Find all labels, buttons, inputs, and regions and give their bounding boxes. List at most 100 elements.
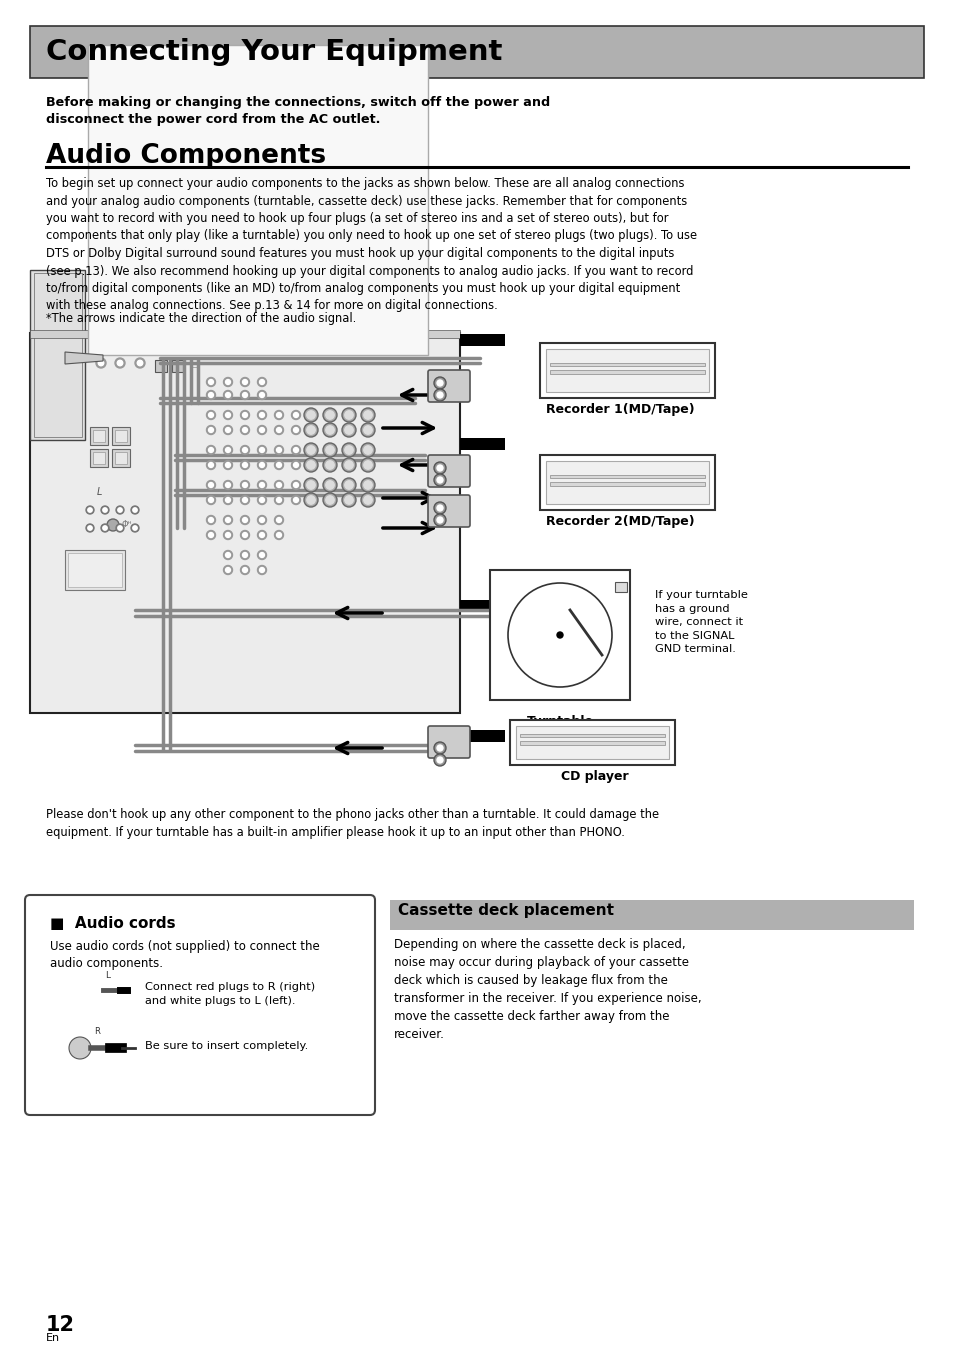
Circle shape [137,360,143,365]
Circle shape [326,411,334,419]
Bar [92,430,105,442]
Circle shape [276,427,281,433]
Circle shape [360,493,375,507]
Circle shape [240,550,250,559]
Circle shape [225,497,231,503]
FancyBboxPatch shape [428,495,470,527]
Circle shape [209,380,213,384]
Circle shape [436,506,442,511]
Circle shape [292,461,300,469]
FancyBboxPatch shape [428,369,470,402]
Circle shape [225,553,231,558]
Circle shape [223,411,233,419]
Circle shape [274,496,283,504]
Bar [550,483,704,487]
Circle shape [240,480,250,489]
Circle shape [223,496,233,504]
Circle shape [242,568,247,573]
Text: If your turntable
has a ground
wire, connect it
to the SIGNAL
GND terminal.: If your turntable has a ground wire, con… [655,590,747,654]
Circle shape [225,380,231,384]
Circle shape [257,566,266,574]
Circle shape [294,497,298,503]
FancyBboxPatch shape [25,895,375,1115]
Text: Before making or changing the connections, switch off the power and
disconnect t: Before making or changing the connection… [46,96,550,127]
Circle shape [209,392,213,398]
Text: □: □ [190,360,197,369]
Circle shape [225,532,231,538]
Text: Use audio cords (not supplied) to connect the
audio components.: Use audio cords (not supplied) to connec… [50,940,319,971]
Circle shape [294,427,298,433]
Circle shape [360,423,375,437]
Circle shape [69,1037,91,1060]
Circle shape [434,474,446,487]
Circle shape [206,531,215,539]
Circle shape [304,493,317,507]
Circle shape [323,479,336,492]
Circle shape [436,392,442,398]
Circle shape [323,493,336,507]
Text: Turntable: Turntable [526,714,593,728]
Circle shape [242,518,247,523]
Circle shape [259,518,264,523]
Circle shape [117,360,123,365]
Text: Depending on where the cassette deck is placed,
noise may occur during playback : Depending on where the cassette deck is … [394,938,700,1041]
Circle shape [259,462,264,468]
Circle shape [101,524,109,532]
Circle shape [242,483,247,488]
Circle shape [292,480,300,489]
Circle shape [206,461,215,469]
Circle shape [206,426,215,434]
Circle shape [344,426,353,434]
Circle shape [259,412,264,418]
Circle shape [307,446,314,454]
Text: Connect red plugs to R (right)
and white plugs to L (left).: Connect red plugs to R (right) and white… [145,981,314,1006]
Circle shape [326,446,334,454]
Text: Connecting Your Equipment: Connecting Your Equipment [46,38,502,66]
Bar [516,727,668,759]
Circle shape [257,426,266,434]
Circle shape [240,461,250,469]
FancyBboxPatch shape [428,456,470,487]
Circle shape [257,391,266,399]
Circle shape [259,448,264,453]
Circle shape [117,526,122,530]
Circle shape [240,515,250,524]
Circle shape [223,531,233,539]
Circle shape [326,426,334,434]
Bar [510,720,675,766]
Circle shape [209,518,213,523]
Text: Please don't hook up any other component to the phono jacks other than a turntab: Please don't hook up any other component… [46,807,659,838]
Circle shape [209,462,213,468]
Circle shape [206,496,215,504]
Circle shape [242,462,247,468]
Circle shape [257,550,266,559]
Circle shape [88,508,92,512]
Circle shape [363,426,372,434]
Bar [550,369,704,373]
Circle shape [242,532,247,538]
Bar [545,349,708,392]
Circle shape [436,758,442,763]
Text: *The arrows indicate the direction of the audio signal.: *The arrows indicate the direction of th… [46,311,355,325]
Bar [459,438,504,450]
Text: Recorder 2(MD/Tape): Recorder 2(MD/Tape) [545,515,694,528]
Bar [115,430,127,442]
Text: R: R [94,1027,100,1037]
Circle shape [344,481,353,489]
Circle shape [436,465,442,470]
Circle shape [304,458,317,472]
Circle shape [103,508,107,512]
Bar [490,570,629,700]
Circle shape [307,461,314,469]
Bar [459,334,504,346]
Circle shape [274,461,283,469]
Circle shape [341,423,355,437]
Bar [545,461,708,504]
Circle shape [274,411,283,419]
Circle shape [225,568,231,573]
Circle shape [507,582,612,687]
Circle shape [257,480,266,489]
Circle shape [135,359,145,368]
Circle shape [341,479,355,492]
Circle shape [434,377,446,390]
